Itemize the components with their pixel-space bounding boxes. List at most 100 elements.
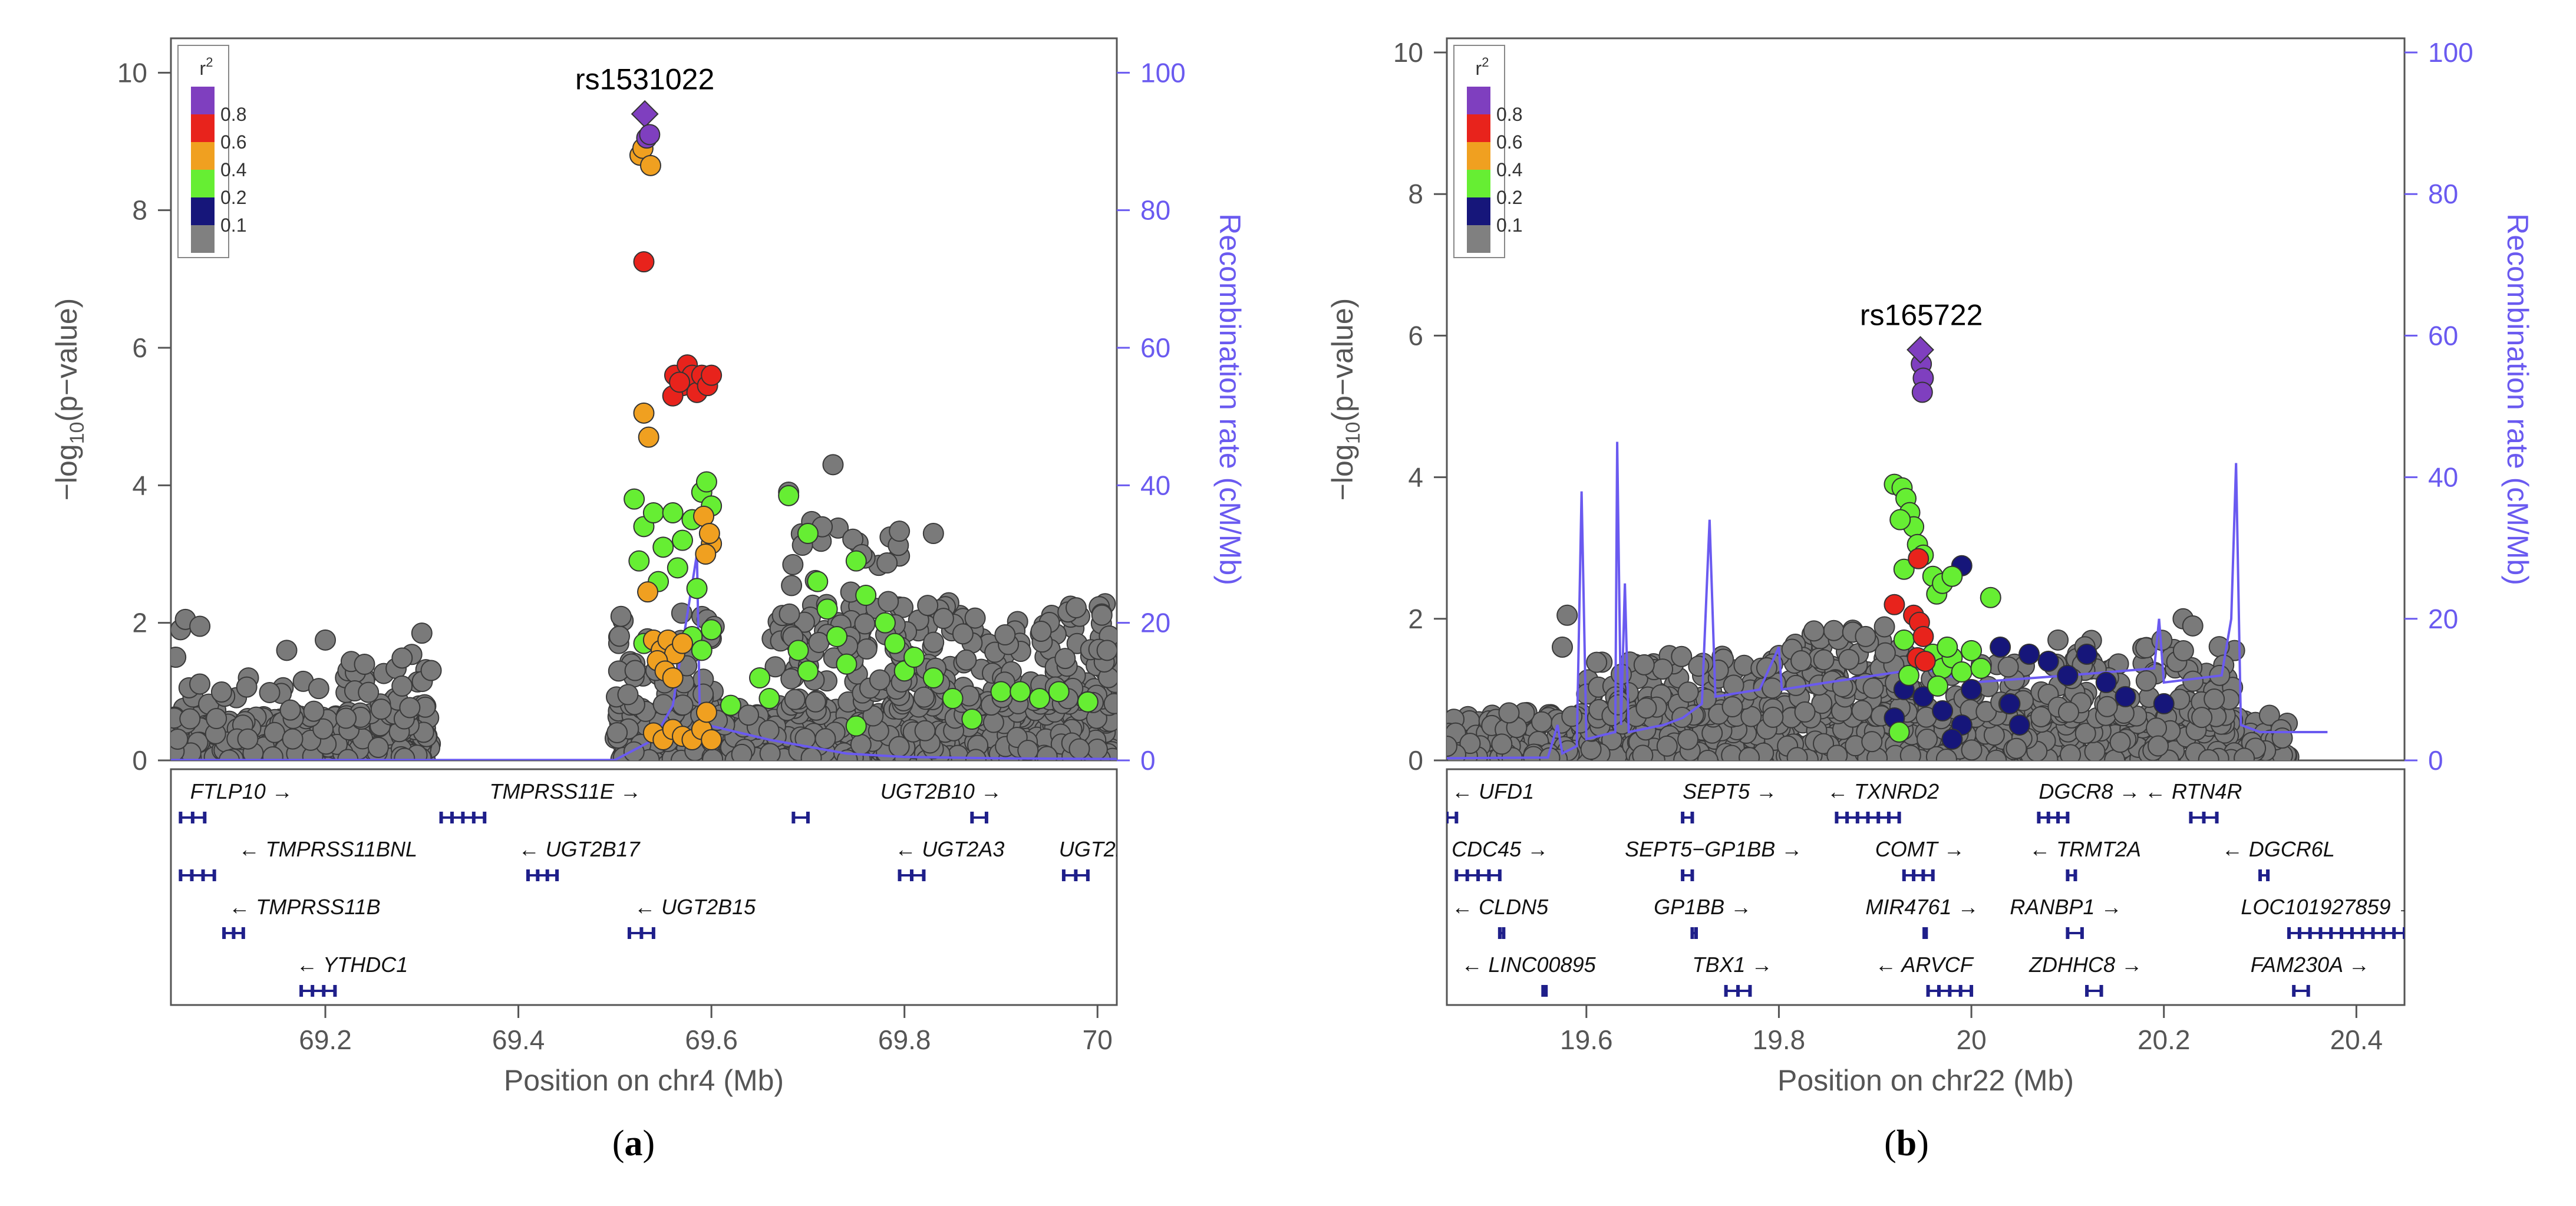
snp-point xyxy=(1447,735,1457,757)
snp-point xyxy=(2191,707,2213,729)
snp-point xyxy=(1633,654,1655,676)
snp-point xyxy=(878,591,899,612)
gene-exon xyxy=(536,869,540,881)
snp-point xyxy=(749,667,771,688)
gene-exon xyxy=(2056,812,2060,823)
gene-exon xyxy=(1681,812,1685,823)
snp-point xyxy=(1908,548,1929,569)
snp-point xyxy=(1888,721,1910,743)
snp-point xyxy=(171,729,189,750)
legend-entry-label: 0.6 xyxy=(220,131,246,153)
snp-point xyxy=(952,623,974,645)
snp-point xyxy=(1048,681,1070,703)
snp-point xyxy=(1889,509,1911,530)
y-axis-label: −log10(p−value) xyxy=(50,298,88,501)
gene-exon xyxy=(2189,812,2193,823)
gene-label: UGT2B10 → xyxy=(880,779,1002,803)
y-tick-label: 8 xyxy=(132,195,147,226)
snp-point xyxy=(2153,693,2175,714)
gene-exon xyxy=(1736,985,1740,997)
snp-point xyxy=(826,626,848,647)
background-snps xyxy=(1447,604,2300,760)
gene-exon xyxy=(1487,869,1491,881)
legend-swatch xyxy=(1467,197,1490,225)
snp-point xyxy=(2008,714,2030,736)
gene-exon xyxy=(2403,927,2405,939)
gene-label: ZDHHC8 → xyxy=(2029,953,2142,977)
snp-point xyxy=(994,624,1016,646)
gene-exon xyxy=(1447,812,1449,823)
legend-swatch xyxy=(1467,87,1490,114)
gene-exon xyxy=(1476,869,1480,881)
y2-axis-label: Recombination rate (cM/Mb) xyxy=(2501,213,2534,585)
snp-point xyxy=(738,704,760,726)
snp-point xyxy=(961,709,983,730)
legend-entry-label: 0.4 xyxy=(220,159,246,180)
gene-exon xyxy=(179,869,183,881)
gene-exon xyxy=(1876,812,1881,823)
gene-label: ← UGT2B15 xyxy=(634,895,756,919)
gene-label: ← ARVCF xyxy=(1875,953,1974,977)
gene-exon xyxy=(333,985,337,997)
gene-label: ← UGT2A3 xyxy=(895,837,1004,861)
snp-point xyxy=(1036,746,1058,760)
snp-point xyxy=(1551,636,1573,658)
gene-exon xyxy=(1924,927,1928,939)
y-tick-label: 4 xyxy=(132,470,147,500)
x-tick-label: 69.4 xyxy=(492,1024,545,1055)
snp-point xyxy=(1997,656,2019,678)
gene-exon xyxy=(1498,869,1502,881)
snp-point xyxy=(672,694,694,716)
snp-point xyxy=(236,676,258,698)
snp-point xyxy=(2135,670,2157,691)
snp-point xyxy=(642,502,664,523)
snp-point xyxy=(797,660,819,682)
snp-point xyxy=(1941,565,1963,587)
gene-label: ← UGT2B17 xyxy=(519,837,641,861)
gene-exon xyxy=(2258,869,2262,881)
gene-label: FTLP10 → xyxy=(190,779,293,803)
snp-point xyxy=(942,688,964,709)
snp-point xyxy=(2060,744,2082,760)
snp-point xyxy=(282,728,304,750)
snp-point xyxy=(1893,558,1915,580)
snp-point xyxy=(1999,693,2021,714)
gene-exon xyxy=(1061,869,1066,881)
snp-point xyxy=(1556,604,1578,626)
snp-point xyxy=(2109,731,2131,753)
snp-point xyxy=(779,603,800,625)
gene-exon xyxy=(232,927,236,939)
snp-point xyxy=(1941,728,1963,750)
gene-label: ← CLDN5 xyxy=(1452,895,1549,919)
snp-point xyxy=(1586,651,1608,673)
lead-snp-diamond xyxy=(1907,336,1934,364)
snp-point xyxy=(1491,733,1513,755)
snp-point xyxy=(1937,636,1958,658)
snp-point xyxy=(1985,749,2007,760)
gene-exon xyxy=(1502,927,1506,939)
snp-point xyxy=(1635,697,1657,719)
gene-label: RANBP1 → xyxy=(2010,895,2122,919)
snp-point xyxy=(623,741,645,760)
legend-entry-label: 0.8 xyxy=(1496,104,1522,125)
snp-point xyxy=(845,550,867,572)
snp-point xyxy=(816,598,838,620)
y2-axis-label: Recombination rate (cM/Mb) xyxy=(1213,213,1246,585)
gene-exon xyxy=(639,927,644,939)
y-tick-label: 6 xyxy=(132,332,147,363)
snp-point xyxy=(922,667,944,688)
gene-exon xyxy=(190,869,194,881)
snp-point xyxy=(1970,657,1992,679)
gene-label: ← TMPRSS11B xyxy=(229,895,380,919)
background-snps xyxy=(171,454,1117,760)
gene-exon xyxy=(2066,812,2070,823)
gene-label: ← TXNRD2 xyxy=(1827,779,1939,803)
snp-point xyxy=(206,708,227,730)
gene-exon xyxy=(2215,812,2219,823)
gene-exon xyxy=(1855,812,1859,823)
gene-exon xyxy=(1086,869,1090,881)
legend-entry-label: 0.2 xyxy=(1496,187,1522,208)
legend-swatch xyxy=(1467,142,1490,170)
gene-exon xyxy=(1948,985,1952,997)
